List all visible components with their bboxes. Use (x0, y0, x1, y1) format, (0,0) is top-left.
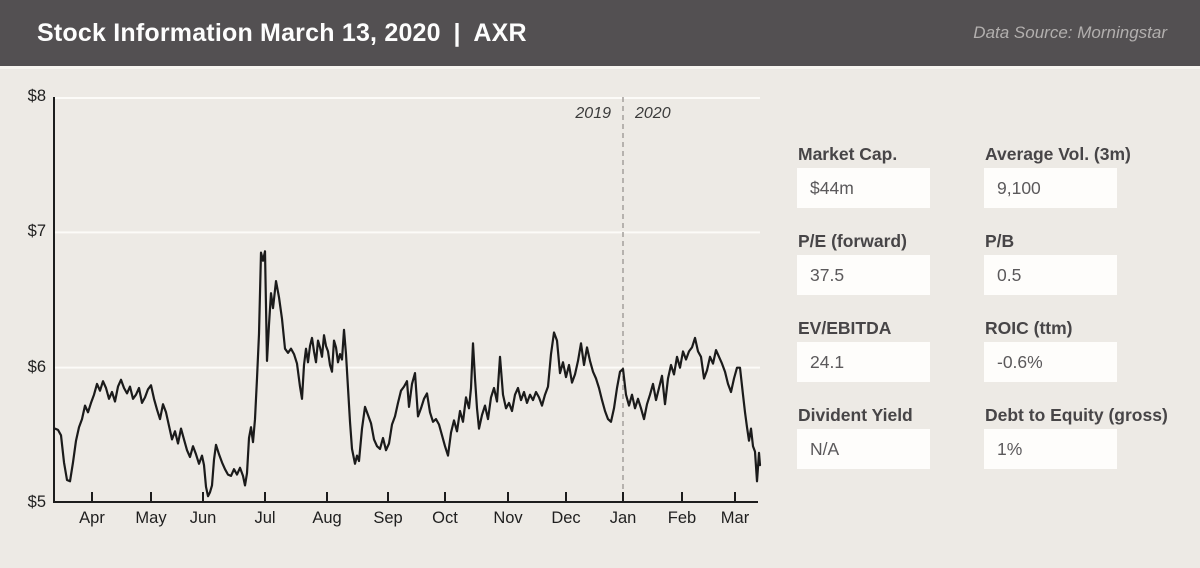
stat-dividend-yield: Divident Yield N/A (797, 405, 930, 469)
stat-value-box: 1% (984, 429, 1117, 469)
stat-value-box: N/A (797, 429, 930, 469)
stat-pe-forward: P/E (forward) 37.5 (797, 231, 930, 295)
year-label-2020: 2020 (635, 105, 671, 122)
page-title: Stock Information March 13, 2020 | AXR (37, 19, 527, 47)
y-axis-label-6: $6 (27, 357, 46, 376)
stat-value: 9,100 (997, 177, 1041, 198)
x-axis-label-jul: Jul (254, 509, 276, 527)
stat-label: Divident Yield (798, 405, 913, 425)
x-axis-label-mar: Mar (720, 509, 750, 527)
x-axis-label-jun: Jun (189, 509, 217, 527)
stat-ev-ebitda: EV/EBITDA 24.1 (797, 318, 930, 382)
stat-value: 0.5 (997, 264, 1022, 285)
stat-average-volume: Average Vol. (3m) 9,100 (984, 144, 1131, 208)
stat-label: EV/EBITDA (798, 318, 892, 338)
x-axis-label-sep: Sep (373, 509, 403, 527)
stat-roic: ROIC (ttm) -0.6% (984, 318, 1117, 382)
stat-value: 1% (997, 438, 1023, 459)
stat-debt-to-equity: Debt to Equity (gross) 1% (984, 405, 1168, 469)
stat-value-box: 37.5 (797, 255, 930, 295)
stat-label: P/E (forward) (798, 231, 907, 251)
stat-value: $44m (810, 177, 854, 198)
stat-value-box: 24.1 (797, 342, 930, 382)
stat-pb: P/B 0.5 (984, 231, 1117, 295)
y-axis-label-5: $5 (27, 493, 46, 511)
stat-market-cap: Market Cap. $44m (797, 144, 930, 208)
x-axis-label-may: May (135, 509, 167, 527)
y-axis-label-8: $8 (27, 87, 46, 105)
stat-value-box: 9,100 (984, 168, 1117, 208)
stat-label: Market Cap. (798, 144, 898, 164)
stat-value: N/A (810, 438, 840, 459)
stat-value: 24.1 (810, 351, 845, 372)
year-label-2019: 2019 (575, 105, 611, 122)
stat-value-box: 0.5 (984, 255, 1117, 295)
price-chart-canvas (53, 97, 762, 503)
stat-label: Debt to Equity (gross) (985, 405, 1168, 425)
x-axis-label-jan: Jan (609, 509, 637, 527)
stat-value: 37.5 (810, 264, 845, 285)
x-axis-label-nov: Nov (493, 509, 523, 527)
x-axis-label-apr: Apr (79, 509, 105, 527)
stat-label: Average Vol. (3m) (985, 144, 1131, 164)
y-axis-label-7: $7 (27, 222, 46, 241)
data-source-note: Data Source: Morningstar (973, 23, 1167, 42)
stat-value: -0.6% (997, 351, 1043, 372)
stat-value-box: $44m (797, 168, 930, 208)
x-axis-label-aug: Aug (312, 509, 342, 527)
header-bar: Stock Information March 13, 2020 | AXR D… (0, 0, 1200, 69)
stat-label: ROIC (ttm) (985, 318, 1073, 338)
stat-value-box: -0.6% (984, 342, 1117, 382)
x-axis-label-feb: Feb (667, 509, 697, 527)
x-axis-label-oct: Oct (432, 509, 458, 527)
x-axis-label-dec: Dec (551, 509, 581, 527)
stat-label: P/B (985, 231, 1015, 251)
price-line (53, 250, 762, 498)
